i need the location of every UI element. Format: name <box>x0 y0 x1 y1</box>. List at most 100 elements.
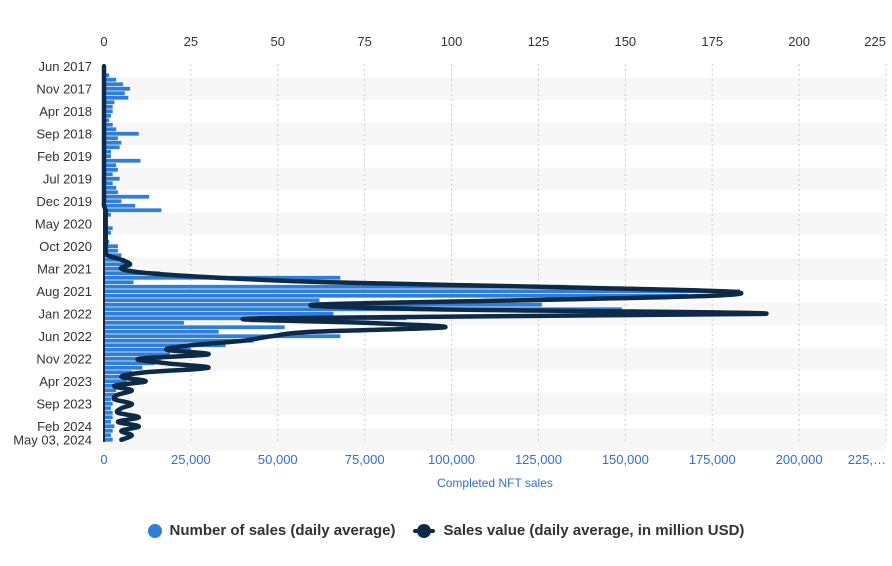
bar <box>104 361 155 366</box>
series-line-icon <box>413 523 436 538</box>
bottom-tick-label: 75,000 <box>345 452 385 467</box>
bar <box>104 262 131 267</box>
y-tick-label: Aug 2021 <box>36 284 92 299</box>
bar <box>104 298 320 303</box>
top-tick-label: 225 <box>864 34 886 49</box>
bar <box>104 190 118 195</box>
bar <box>104 176 120 181</box>
bar <box>104 388 117 393</box>
bar <box>104 392 117 397</box>
bar <box>104 356 162 361</box>
bar <box>104 244 118 249</box>
bar <box>104 383 117 388</box>
y-tick-label: Nov 2022 <box>36 351 92 366</box>
bar <box>104 397 111 402</box>
bar <box>104 320 184 325</box>
bar <box>104 149 111 154</box>
y-tick-label: Jan 2022 <box>39 306 93 321</box>
top-tick-label: 25 <box>184 34 198 49</box>
bar <box>104 95 129 100</box>
y-tick-label: Dec 2019 <box>36 194 92 209</box>
bottom-axis-labels: 0 25,000 50,000 75,000 100,000 125,000 150,000… <box>100 452 886 467</box>
bar <box>104 77 117 82</box>
y-tick-label: Feb 2024 <box>37 419 92 434</box>
gridlines <box>190 64 887 442</box>
bar <box>104 86 131 91</box>
legend-label: Sales value (daily average, in million U… <box>443 522 745 539</box>
y-tick-label: Jul 2019 <box>43 171 92 186</box>
bar <box>104 172 113 177</box>
sales-count-bars <box>103 64 741 442</box>
bar <box>104 433 111 438</box>
legend-item-sales-count[interactable]: Number of sales (daily average) <box>147 522 396 539</box>
bottom-tick-label: 225,… <box>848 452 886 467</box>
y-tick-label: Apr 2023 <box>39 374 92 389</box>
bar <box>104 415 113 420</box>
x-axis-title: Completed NFT sales <box>437 476 553 490</box>
bar <box>104 91 125 96</box>
bar <box>104 338 254 343</box>
bar <box>104 100 115 105</box>
bar <box>104 352 171 357</box>
y-tick-label: May 2020 <box>35 216 92 231</box>
bar <box>104 280 134 285</box>
bar <box>104 73 110 78</box>
bar <box>104 284 567 289</box>
top-tick-label: 100 <box>441 34 463 49</box>
bar <box>104 185 117 190</box>
top-tick-label: 50 <box>271 34 285 49</box>
bar <box>104 104 113 109</box>
bar <box>104 109 113 114</box>
bottom-tick-label: 150,000 <box>602 452 649 467</box>
legend-item-sales-value[interactable]: Sales value (daily average, in million U… <box>413 522 744 539</box>
row-bands <box>104 77 886 451</box>
y-tick-label: Feb 2019 <box>37 149 92 164</box>
bar <box>104 140 122 145</box>
top-axis-labels: 0 25 50 75 100 125 150 175 200 225 <box>100 34 886 49</box>
bar <box>104 406 111 411</box>
y-axis-labels: Jun 2017 Nov 2017 Apr 2018 Sep 2018 Feb 2019… <box>13 59 92 448</box>
bottom-tick-label: 0 <box>100 452 107 467</box>
row-band <box>104 122 886 145</box>
y-tick-label: May 03, 2024 <box>13 432 92 447</box>
y-tick-label: Sep 2023 <box>36 396 92 411</box>
bar <box>104 410 113 415</box>
bar <box>104 293 688 298</box>
bottom-tick-label: 125,000 <box>515 452 562 467</box>
bar <box>104 131 139 136</box>
bar <box>104 194 150 199</box>
bar <box>104 365 143 370</box>
bar <box>104 266 122 271</box>
row-band <box>104 77 886 100</box>
bar <box>104 428 113 433</box>
bar <box>104 199 122 204</box>
bar <box>104 154 111 159</box>
bottom-tick-label: 25,000 <box>171 452 211 467</box>
bar <box>104 374 131 379</box>
top-tick-label: 0 <box>100 34 107 49</box>
row-band <box>104 428 886 451</box>
y-tick-label: Jun 2022 <box>39 329 93 344</box>
bar <box>104 334 341 339</box>
bar <box>104 289 741 294</box>
y-tick-label: Jun 2017 <box>39 59 93 74</box>
bottom-tick-label: 50,000 <box>258 452 298 467</box>
row-band <box>104 167 886 190</box>
bar <box>104 311 334 316</box>
bar <box>104 343 226 348</box>
bar <box>104 158 141 163</box>
sales-value-path <box>101 64 769 443</box>
row-band <box>104 392 886 415</box>
top-tick-label: 175 <box>701 34 723 49</box>
bar <box>104 82 124 87</box>
bar <box>104 248 118 253</box>
row-band <box>104 257 886 280</box>
bar <box>104 208 162 213</box>
bottom-tick-label: 100,000 <box>428 452 475 467</box>
bar <box>104 325 285 330</box>
legend: Number of sales (daily average) Sales va… <box>0 522 892 539</box>
y-tick-label: Oct 2020 <box>39 239 92 254</box>
legend-label: Number of sales (daily average) <box>169 522 396 539</box>
bar <box>104 370 132 375</box>
